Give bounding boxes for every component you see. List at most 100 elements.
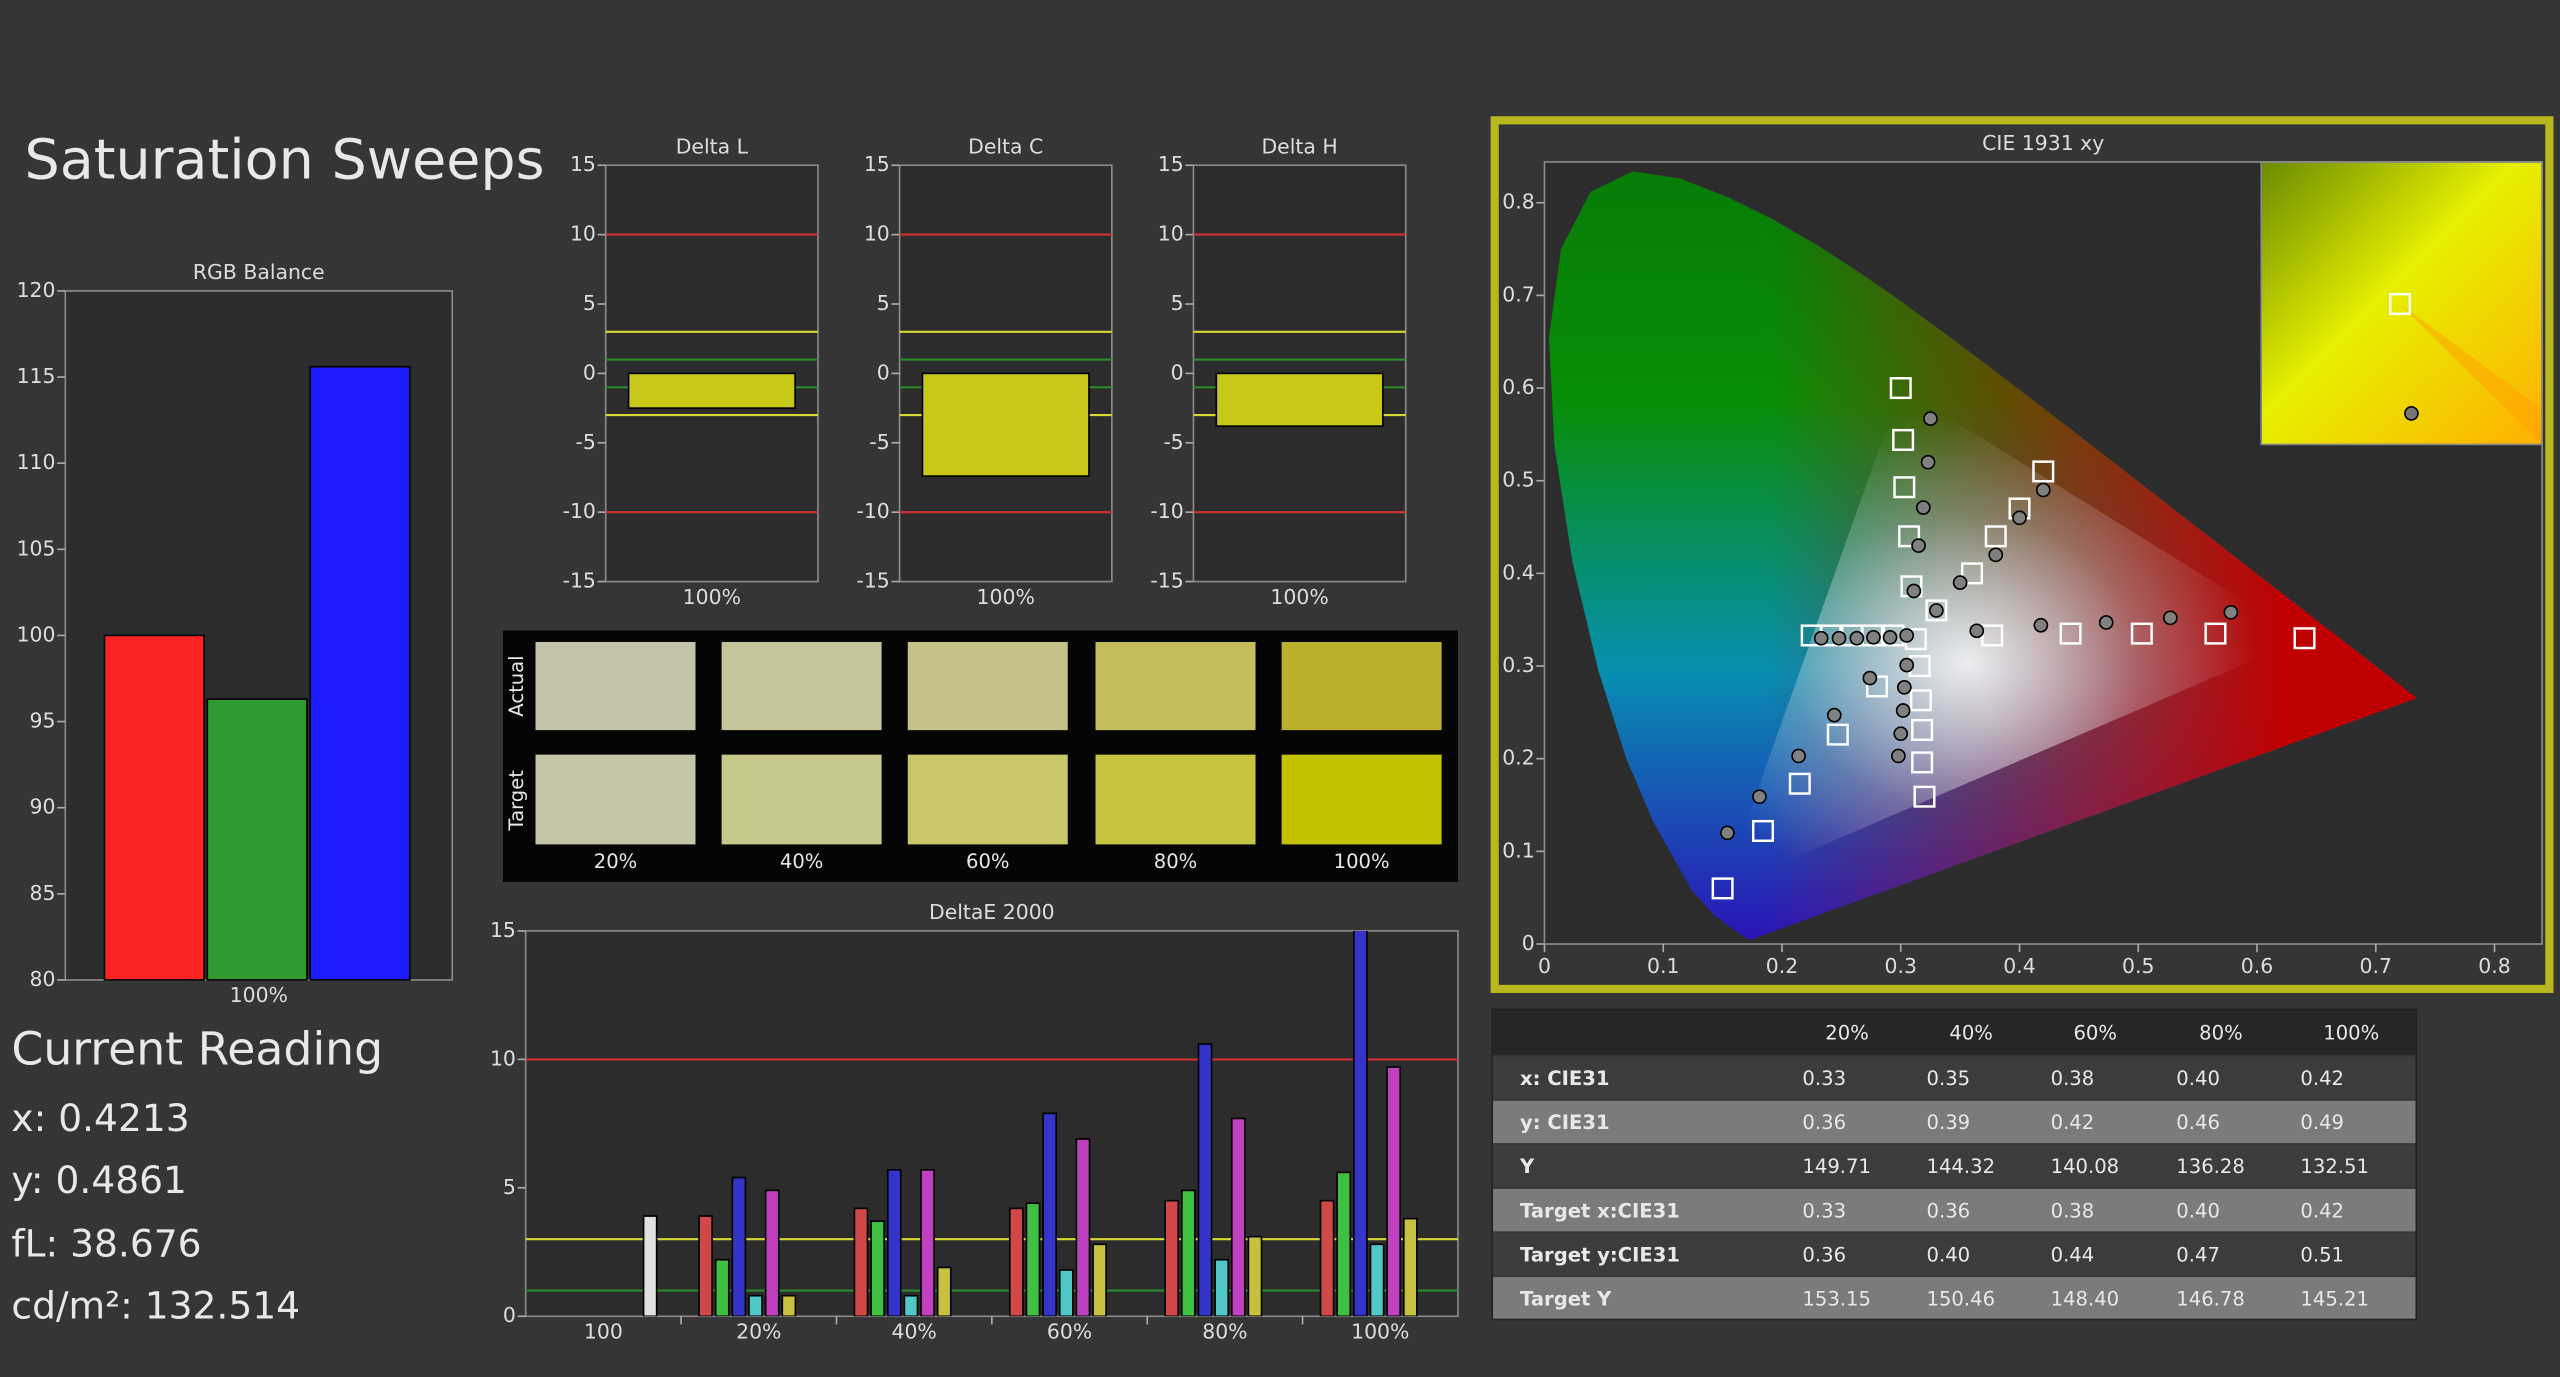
- bar: [714, 1258, 730, 1317]
- y-tick-label: -15: [856, 569, 889, 593]
- bar: [920, 1169, 935, 1317]
- bars: [642, 930, 1418, 1317]
- table-header: 20%: [1825, 1021, 1869, 1044]
- measured-point: [1923, 411, 1938, 426]
- bar: [1058, 1269, 1074, 1317]
- y-tick-label: 10: [864, 222, 890, 246]
- swatch-actual: [1281, 641, 1442, 731]
- y-tick-label: 0.3: [1502, 653, 1534, 677]
- y-tick-label: 115: [17, 364, 56, 388]
- bar: [1230, 1117, 1246, 1317]
- y-tick-label: 95: [30, 709, 56, 733]
- bar: [748, 1294, 763, 1317]
- target-point: [2204, 622, 2227, 645]
- measured-point: [2162, 610, 2178, 626]
- bar: [103, 634, 205, 981]
- chart-title: CIE 1931 xy: [1982, 131, 2104, 155]
- plot-area: [524, 930, 1459, 1318]
- page-title: Saturation Sweeps: [24, 128, 544, 193]
- table-cell: 145.21: [2300, 1287, 2369, 1310]
- table-cell: 0.51: [2300, 1243, 2344, 1266]
- measured-point: [1862, 670, 1878, 686]
- y-tick-label: 10: [570, 222, 596, 246]
- table-row-bg: [1492, 1277, 2417, 1320]
- bar: [731, 1176, 747, 1317]
- y-tick-label: -10: [856, 499, 889, 523]
- x-tick-label: 100%: [1351, 1320, 1409, 1344]
- y-tick-label: 105: [17, 536, 56, 560]
- bars: [1215, 372, 1384, 427]
- swatch-actual: [535, 641, 696, 731]
- measured-point: [1813, 630, 1829, 646]
- zoom-reading: [2404, 406, 2419, 421]
- target-point: [1925, 599, 1948, 622]
- chart-title: DeltaE 2000: [929, 900, 1055, 924]
- target-point: [1893, 476, 1916, 499]
- y-tick-label: 15: [1158, 152, 1184, 176]
- y-tick-label: -15: [1150, 569, 1183, 593]
- y-tick-label: 5: [1171, 291, 1184, 315]
- y-tick-label: 0: [877, 360, 890, 384]
- bar: [1353, 930, 1368, 1317]
- table-cell: 144.32: [1927, 1155, 1996, 1178]
- x-tick-label: 100: [584, 1320, 623, 1344]
- table-header-bg: [1492, 1009, 2417, 1056]
- bar: [1369, 1243, 1385, 1317]
- measured-point: [2033, 617, 2049, 633]
- bar: [309, 365, 411, 981]
- x-tick-label: 20%: [736, 1320, 781, 1344]
- chart-title: Delta H: [1261, 134, 1337, 158]
- table-row-label: Target Y: [1520, 1287, 1612, 1310]
- y-tick-label: 0: [1171, 360, 1184, 384]
- measured-point: [1896, 679, 1912, 695]
- swatch-label: 20%: [594, 850, 638, 873]
- bar: [1215, 372, 1384, 427]
- table-cell: 0.33: [1802, 1199, 1846, 1222]
- y-tick-label: 15: [570, 152, 596, 176]
- swatch-label: 100%: [1334, 850, 1390, 873]
- table-header: 40%: [1949, 1021, 1993, 1044]
- table-cell: 0.33: [1802, 1067, 1846, 1090]
- y-tick-label: 0: [583, 360, 596, 384]
- swatch-label: 80%: [1154, 850, 1198, 873]
- y-tick-label: 90: [30, 795, 56, 819]
- bars: [627, 372, 796, 409]
- table-cell: 0.40: [2176, 1067, 2220, 1090]
- x-tick-label: 0.6: [2241, 954, 2273, 978]
- measured-point: [1866, 629, 1881, 645]
- bar: [870, 1220, 885, 1317]
- bar: [781, 1294, 797, 1317]
- measured-point: [1826, 707, 1842, 723]
- table-cell: 0.46: [2176, 1111, 2220, 1134]
- table-cell: 136.28: [2176, 1155, 2245, 1178]
- measured-point: [1752, 789, 1767, 805]
- table-cell: 0.42: [2300, 1199, 2344, 1222]
- y-tick-label: -5: [1163, 430, 1183, 454]
- measured-point: [1988, 547, 2004, 563]
- reading-line: x: 0.4213: [11, 1096, 189, 1140]
- y-tick-label: -10: [563, 499, 596, 523]
- plot-border: [1543, 161, 2543, 945]
- table-cell: 0.40: [1927, 1243, 1971, 1266]
- bar: [853, 1207, 869, 1317]
- table-cell: 0.39: [1927, 1111, 1971, 1134]
- gamut-triangle: [1722, 388, 2305, 889]
- table-cell: 0.47: [2176, 1243, 2220, 1266]
- swatch-actual: [721, 641, 882, 731]
- x-tick-label: 0.5: [2122, 954, 2154, 978]
- table-cell: 153.15: [1802, 1287, 1871, 1310]
- table-cell: 148.40: [2051, 1287, 2120, 1310]
- measured-point: [1895, 703, 1911, 718]
- measured-point: [1720, 825, 1735, 841]
- zoom-edge: [2400, 304, 2543, 445]
- table-row-bg: [1492, 1100, 2417, 1144]
- swatch-label: 40%: [780, 850, 824, 873]
- target-point: [1911, 718, 1934, 741]
- y-tick-label: 0.7: [1502, 282, 1534, 306]
- y-tick-label: 110: [17, 450, 56, 474]
- y-tick-label: 0.4: [1502, 560, 1534, 584]
- x-tick-label: 40%: [891, 1320, 936, 1344]
- target-point: [1711, 877, 1734, 900]
- y-tick-label: 0: [1522, 931, 1535, 955]
- measured-point: [1969, 623, 1985, 639]
